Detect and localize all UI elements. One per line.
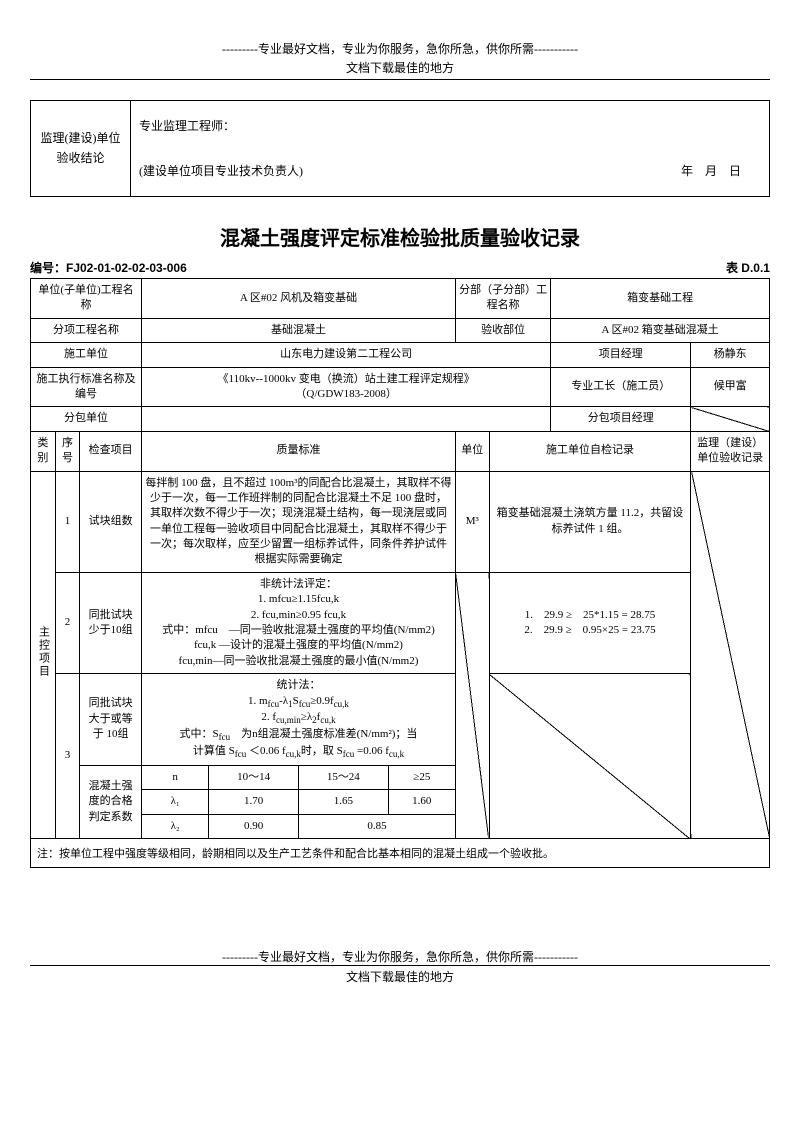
category: 主控项目 (31, 471, 56, 838)
footer-line1: ---------专业最好文档，专业为你服务，急你所急，供你所需--------… (30, 948, 770, 965)
date-label: 年 月 日 (681, 156, 761, 186)
name2: 同批试块少于10组 (80, 572, 142, 673)
name3a: 同批试块大于或等于 10组 (80, 674, 142, 766)
responsible-line: (建设单位项目专业技术负责人) (139, 156, 303, 186)
r3c2: 山东电力建设第二工程公司 (142, 343, 551, 367)
r4c3: 专业工长（施工员） (551, 367, 691, 407)
r2c2: 基础混凝土 (142, 318, 456, 342)
r1c1: 单位(子单位)工程名称 (31, 279, 142, 319)
std3: 统计法： 1. mfcu-λ1Sfcu≥0.9fcu,k 2. fcu,min≥… (142, 674, 456, 766)
doc-code: 编号：FJ02-01-02-02-03-006 (30, 259, 187, 276)
seq3: 3 (55, 674, 80, 839)
r5c3: 分包项目经理 (551, 407, 691, 431)
r4c1: 施工执行标准名称及编号 (31, 367, 142, 407)
coef-l1c1: 1.70 (209, 790, 299, 814)
rec2: 1. 29.9 ≥ 25*1.15 = 28.75 2. 29.9 ≥ 0.95… (489, 572, 691, 673)
h-item: 检查项目 (80, 431, 142, 471)
r2c4: A 区#02 箱变基础混凝土 (551, 318, 770, 342)
coef-c3: ≥25 (388, 765, 455, 789)
coef-c2: 15～24 (298, 765, 388, 789)
r3c3: 项目经理 (551, 343, 691, 367)
rec1: 箱变基础混凝土浇筑方量 11.2，共留设标养试件 1 组。 (489, 471, 691, 572)
r4c4: 候甲富 (691, 367, 770, 407)
coef-l2c2: 0.85 (298, 814, 455, 838)
seq1: 1 (55, 471, 80, 572)
r3c1: 施工单位 (31, 343, 142, 367)
note: 注：按单位工程中强度等级相同，龄期相同以及生产工艺条件和配合比基本相同的混凝土组… (30, 839, 770, 868)
coef-c1: 10～14 (209, 765, 299, 789)
r5c1: 分包单位 (31, 407, 142, 431)
supervise-diag (691, 471, 770, 838)
r5c4-diag (691, 407, 770, 431)
unit-diag (455, 572, 489, 838)
rec3-diag (489, 674, 691, 839)
h-seq: 序号 (55, 431, 80, 471)
coef-l2c1: 0.90 (209, 814, 299, 838)
coef-l1: λ₁ (142, 790, 209, 814)
coef-l2: λ₂ (142, 814, 209, 838)
r1c2: A 区#02 风机及箱变基础 (142, 279, 456, 319)
h-unit: 单位 (455, 431, 489, 471)
approval-label: 监理(建设)单位验收结论 (31, 101, 131, 197)
seq2: 2 (55, 572, 80, 673)
engineer-line: 专业监理工程师： (139, 111, 761, 141)
std1: 每拌制 100 盘，且不超过 100m³的同配合比混凝土，其取样不得少于一次，每… (142, 471, 456, 572)
unit1: M³ (455, 471, 489, 572)
header-line2: 文档下载最佳的地方 (30, 59, 770, 80)
r1c3: 分部（子分部）工程名称 (455, 279, 550, 319)
coef-l1c3: 1.60 (388, 790, 455, 814)
r3c4: 杨静东 (691, 343, 770, 367)
main-table: 单位(子单位)工程名称 A 区#02 风机及箱变基础 分部（子分部）工程名称 箱… (30, 278, 770, 839)
name3b: 混凝土强度的合格判定系数 (80, 765, 142, 838)
h-category: 类别 (31, 431, 56, 471)
r5c2 (142, 407, 551, 431)
footer-line2: 文档下载最佳的地方 (30, 965, 770, 985)
std2: 非统计法评定： 1. mfcu≥1.15fcu,k 2. fcu,min≥0.9… (142, 572, 456, 673)
coef-l1c2: 1.65 (298, 790, 388, 814)
h-supervise: 监理（建设）单位验收记录 (691, 431, 770, 471)
h-record: 施工单位自检记录 (489, 431, 691, 471)
h-std: 质量标准 (142, 431, 456, 471)
header-line1: ---------专业最好文档，专业为你服务，急你所急，供你所需--------… (30, 40, 770, 57)
approval-box: 监理(建设)单位验收结论 专业监理工程师： (建设单位项目专业技术负责人) 年 … (30, 100, 770, 197)
name1: 试块组数 (80, 471, 142, 572)
r4c2: 《110kv--1000kv 变电（换流）站土建工程评定规程》 （Q/GDW18… (142, 367, 551, 407)
table-code: 表 D.0.1 (726, 259, 770, 276)
r2c1: 分项工程名称 (31, 318, 142, 342)
r1c4: 箱变基础工程 (551, 279, 770, 319)
r2c3: 验收部位 (455, 318, 550, 342)
doc-title: 混凝土强度评定标准检验批质量验收记录 (30, 222, 770, 251)
coef-n: n (142, 765, 209, 789)
approval-content: 专业监理工程师： (建设单位项目专业技术负责人) 年 月 日 (131, 101, 770, 197)
